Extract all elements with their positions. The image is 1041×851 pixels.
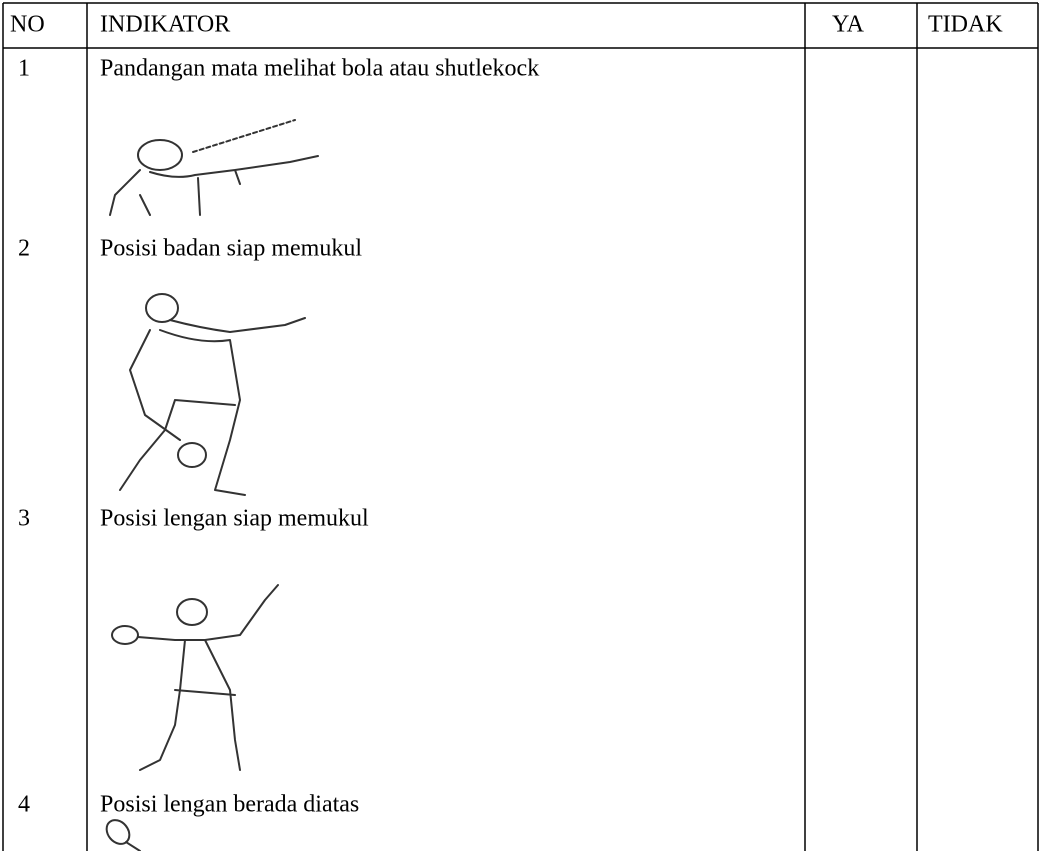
illustration bbox=[111, 584, 279, 771]
illustration bbox=[105, 819, 141, 851]
row-indicator: Pandangan mata melihat bola atau shutlek… bbox=[100, 56, 539, 82]
illustration bbox=[109, 119, 319, 216]
row-number: 4 bbox=[18, 792, 30, 818]
row-number: 2 bbox=[18, 236, 30, 262]
header-cell: INDIKATOR bbox=[100, 12, 230, 38]
row-indicator: Posisi badan siap memukul bbox=[100, 236, 362, 262]
header-cell: YA bbox=[832, 12, 865, 38]
illustration bbox=[119, 293, 306, 496]
row-number: 3 bbox=[18, 506, 30, 532]
header-cell: TIDAK bbox=[928, 12, 1003, 38]
row-number: 1 bbox=[18, 56, 30, 82]
row-indicator: Posisi lengan berada diatas bbox=[100, 792, 359, 818]
row-indicator: Posisi lengan siap memukul bbox=[100, 506, 369, 532]
header-cell: NO bbox=[10, 12, 45, 38]
